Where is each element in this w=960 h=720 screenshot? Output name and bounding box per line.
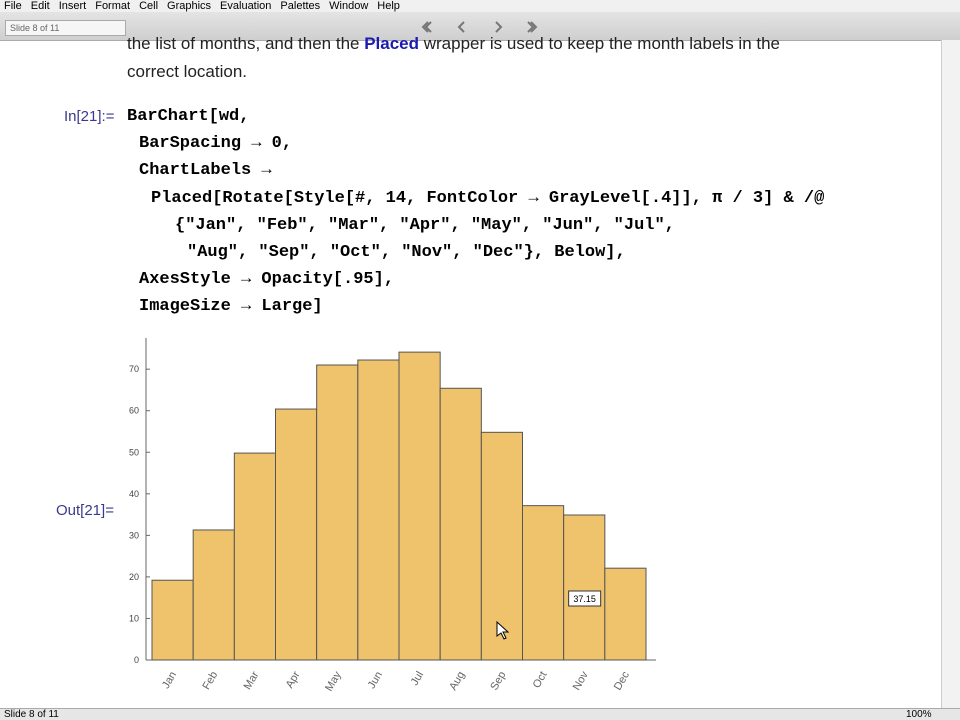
x-tick-label: Oct	[531, 670, 550, 691]
x-tick-label: Feb	[200, 670, 220, 692]
bar	[439, 387, 482, 661]
code-line: BarChart[wd,	[127, 107, 250, 126]
code-line: AxesStyle → Opacity[.95],	[139, 270, 395, 289]
code-line: "Aug", "Sep", "Oct", "Nov", "Dec"}, Belo…	[187, 243, 626, 262]
x-tick-label: Apr	[284, 669, 303, 690]
bar	[398, 351, 441, 661]
y-tick-label: 60	[129, 406, 139, 416]
code-line: {"Jan", "Feb", "Mar", "Apr", "May", "Jun…	[175, 216, 675, 235]
paragraph-line: the list of months, and then the Placed …	[127, 34, 780, 54]
y-tick-label: 70	[129, 364, 139, 374]
status-slide: Slide 8 of 11	[4, 709, 59, 720]
bar	[522, 505, 565, 661]
menu-item[interactable]: Insert	[58, 0, 87, 12]
menu-item[interactable]: Window	[329, 0, 369, 12]
last-button[interactable]	[527, 21, 538, 33]
slide-nav	[421, 21, 538, 33]
code-line: ImageSize → Large]	[139, 297, 323, 316]
status-bar: Slide 8 of 11 100%	[0, 708, 960, 720]
menu-item[interactable]: Format	[95, 0, 131, 12]
x-tick-label: Sep	[488, 670, 508, 693]
zoom[interactable]: 100%	[906, 709, 932, 720]
bar	[233, 452, 276, 661]
bar	[151, 579, 194, 661]
next-button[interactable]	[495, 21, 503, 33]
code-line: BarSpacing → 0,	[139, 134, 293, 153]
input-label: In[21]:=	[64, 108, 115, 125]
x-tick-label: Jun	[366, 670, 385, 691]
y-tick-label: 20	[129, 572, 139, 582]
menu-item[interactable]: Evaluation	[220, 0, 272, 12]
x-tick-label: Dec	[612, 669, 632, 692]
bar	[357, 359, 400, 661]
paragraph-line: correct location.	[127, 62, 247, 81]
bar	[604, 567, 647, 661]
output-label: Out[21]=	[56, 502, 114, 519]
mouse-cursor	[496, 620, 510, 640]
bar	[480, 431, 524, 661]
text: the list of months, and then the	[127, 34, 365, 53]
y-tick-label: 50	[129, 447, 139, 457]
menu-item[interactable]: Edit	[30, 0, 50, 12]
menu-item[interactable]: File	[4, 0, 22, 12]
y-tick-label: 10	[129, 613, 139, 623]
x-tick-label: Aug	[447, 670, 467, 693]
x-tick-label: Jul	[409, 670, 426, 688]
bar	[275, 408, 318, 661]
code-line: Placed[Rotate[Style[#, 14, FontColor → G…	[151, 189, 825, 208]
menu-item[interactable]: Graphics	[167, 0, 212, 12]
menu-item[interactable]: Palettes	[280, 0, 321, 12]
x-tick-label: Nov	[571, 669, 591, 692]
first-button[interactable]	[421, 21, 432, 33]
text: wrapper is used to keep the month labels…	[419, 34, 781, 53]
toolbar: Slide 8 of 11	[0, 12, 960, 41]
tooltip: 37.15	[573, 594, 596, 604]
menu-item[interactable]: Cell	[139, 0, 159, 12]
bar-chart: 0 10 20 30 40 50 60 70 Jan Feb Mar Apr May Jun Jul Aug S…	[129, 338, 656, 693]
x-tick-label: May	[323, 669, 344, 693]
scrollbar[interactable]	[941, 40, 960, 708]
y-tick-label: 40	[129, 489, 139, 499]
keyword: Placed	[364, 34, 420, 53]
y-tick-label: 30	[129, 530, 139, 540]
menu-bar: File Edit Insert Format Cell Graphics Evaluati…	[0, 0, 960, 12]
prev-button[interactable]	[457, 21, 465, 33]
slide-selector[interactable]: Slide 8 of 11	[5, 20, 126, 36]
x-tick-label: Jan	[160, 670, 179, 691]
bar	[563, 514, 606, 661]
code-line: ChartLabels →	[139, 161, 272, 180]
x-tick-label: Mar	[242, 669, 262, 692]
y-tick-label: 0	[134, 655, 139, 665]
tooltip-box	[568, 590, 602, 607]
bar	[316, 364, 359, 661]
menu-item[interactable]: Help	[377, 0, 400, 12]
bar	[192, 529, 235, 661]
